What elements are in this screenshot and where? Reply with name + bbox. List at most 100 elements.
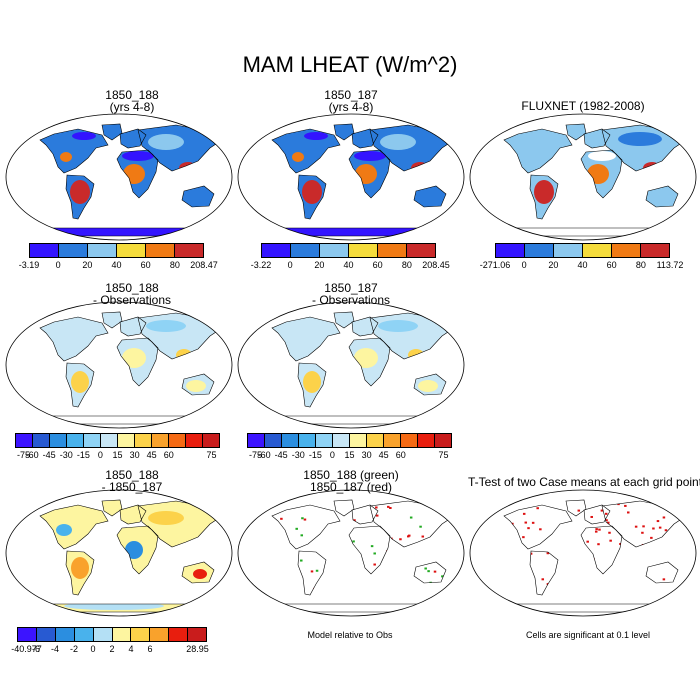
significant-cell	[433, 570, 437, 573]
continent-asia	[602, 501, 686, 547]
coastline-europe	[351, 316, 379, 337]
significant-cell	[568, 546, 572, 549]
continent-antarctica	[38, 416, 200, 424]
coastline-greenland	[333, 311, 355, 329]
field-region	[355, 164, 377, 184]
field-region	[354, 151, 386, 161]
colorbar-swatch	[406, 244, 435, 257]
coastline-europe	[119, 504, 147, 525]
significant-cell	[358, 575, 362, 578]
colorbar-tick-label: 20	[314, 260, 325, 270]
significant-cell	[573, 567, 576, 570]
field-region	[643, 162, 661, 174]
panel-1-title: 1850_188 (yrs 4-8)	[17, 89, 247, 113]
significant-cell	[656, 520, 660, 523]
map-border	[469, 113, 697, 241]
colorbar-tick-label: -30	[291, 450, 305, 460]
colorbar-swatch	[640, 244, 669, 257]
colorbar-tick-label: -40.977	[11, 644, 42, 654]
continent-south-america	[530, 551, 558, 595]
field-region	[72, 132, 96, 140]
coastline-australia	[181, 561, 215, 584]
significant-cell	[570, 554, 573, 557]
colorbar-swatch	[281, 434, 298, 447]
significant-cell	[642, 525, 645, 528]
colorbar-swatch	[116, 244, 145, 257]
significant-cell	[353, 519, 356, 522]
significant-cell	[560, 582, 563, 585]
significant-cell	[658, 526, 662, 529]
significant-cell	[598, 528, 601, 531]
colorbar-tick-label: -75	[249, 450, 263, 460]
colorbar-swatch	[32, 434, 49, 447]
continent-antarctica	[270, 416, 432, 424]
colorbar-swatch	[54, 628, 74, 641]
colorbar-labels: -75 -60 -45 -30 -15 0 15 30 45 60 75	[247, 448, 452, 462]
coastline-australia	[645, 561, 679, 584]
significant-cell	[337, 559, 340, 562]
colorbar-swatch	[117, 434, 134, 447]
colorbar-swatch	[611, 244, 640, 257]
continent-africa	[581, 526, 622, 574]
continent-antarctica	[270, 228, 432, 236]
colorbar-tick-label: -15	[76, 450, 90, 460]
colorbar-tick-label: -271.06	[479, 260, 511, 270]
map-border	[237, 489, 465, 617]
significant-cell	[522, 512, 526, 515]
continent-greenland	[334, 500, 354, 516]
colorbar-tick-label: 0	[55, 260, 61, 270]
colorbar-tick-label: -6	[31, 644, 41, 654]
continent-antarctica	[502, 228, 664, 236]
significant-cell	[586, 540, 589, 543]
significant-cell	[590, 515, 593, 518]
significant-cell	[505, 582, 508, 585]
colorbar-swatch	[383, 434, 400, 447]
colorbar-swatches	[247, 433, 452, 448]
significant-cell	[522, 536, 525, 539]
significant-cell	[273, 534, 276, 537]
colorbar-swatch	[315, 434, 332, 447]
coastline-north-america	[39, 504, 109, 550]
colorbar-swatch	[73, 628, 93, 641]
colorbar-tick-label: 20	[82, 260, 93, 270]
field-region	[193, 569, 207, 579]
colorbar-tick-label: 60	[606, 260, 617, 270]
significant-cell	[386, 574, 389, 577]
colorbar-swatches	[17, 627, 207, 642]
significant-cell	[504, 561, 506, 564]
significant-cell	[284, 542, 287, 545]
colorbar-swatch	[92, 628, 112, 641]
significant-cell	[546, 552, 550, 555]
significant-cell	[524, 521, 528, 524]
colorbar-bias-1: -75 -60 -45 -30 -15 0 15 30 45 60 75	[15, 433, 220, 462]
map-canvas	[5, 489, 233, 617]
significant-cell	[340, 588, 344, 591]
significant-cell	[272, 579, 274, 582]
field-region	[148, 511, 184, 525]
significant-cell	[331, 582, 334, 585]
colorbar-swatch	[366, 434, 383, 447]
map-canvas	[5, 113, 233, 241]
significant-cell	[513, 539, 517, 542]
significant-cell	[539, 528, 542, 531]
significant-cell	[536, 507, 539, 510]
colorbar-labels: -40.977 -6 -4 -2 0 2 4 6 28.95	[11, 642, 209, 656]
colorbar-tick-label: -15	[308, 450, 322, 460]
coastline-south-america	[529, 174, 559, 220]
colorbar-tick-label: 40	[343, 260, 354, 270]
colorbar-tick-label: 15	[112, 450, 123, 460]
field-region	[618, 132, 662, 146]
coastline-australia	[413, 561, 447, 584]
colorbar-tick-label: 20	[548, 260, 559, 270]
significant-cell	[353, 582, 356, 585]
significant-cell	[303, 518, 307, 521]
colorbar-swatch	[111, 628, 131, 641]
colorbar-tick-label: 45	[378, 450, 389, 460]
significant-cell	[373, 552, 376, 555]
colorbar-swatch	[149, 628, 169, 641]
coastline-south-america	[65, 362, 95, 408]
significant-cell	[441, 575, 444, 578]
significant-cell	[600, 509, 604, 512]
significant-cell	[624, 504, 627, 507]
significant-cell	[399, 538, 402, 541]
